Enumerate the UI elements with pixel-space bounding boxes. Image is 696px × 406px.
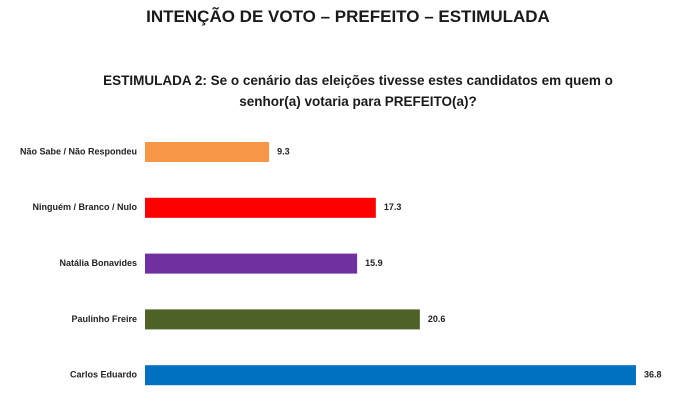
bar — [145, 142, 270, 162]
value-label: 20.6 — [428, 314, 446, 324]
bar — [145, 309, 420, 330]
value-label: 36.8 — [644, 370, 662, 380]
chart-subtitle: ESTIMULADA 2: Se o cenário das eleições … — [103, 73, 613, 109]
category-label: Natália Bonavides — [59, 258, 137, 268]
bar — [145, 197, 376, 218]
value-label: 17.3 — [384, 202, 402, 212]
category-label: Ninguém / Branco / Nulo — [32, 202, 137, 212]
category-label: Não Sabe / Não Respondeu — [20, 146, 137, 156]
category-label: Paulinho Freire — [71, 314, 137, 324]
value-label: 15.9 — [365, 258, 383, 268]
category-label: Carlos Eduardo — [70, 370, 138, 380]
bar — [145, 365, 636, 386]
bar — [145, 253, 358, 274]
value-label: 9.3 — [277, 146, 290, 156]
chart-title: INTENÇÃO DE VOTO – PREFEITO – ESTIMULADA — [146, 7, 550, 26]
